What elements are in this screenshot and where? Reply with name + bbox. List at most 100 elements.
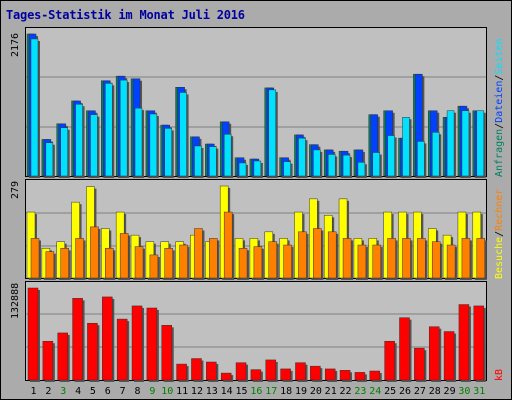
bar-seiten (372, 152, 381, 177)
bar-rechner (298, 231, 307, 279)
bar-kb (161, 325, 172, 381)
bar-rechner (387, 238, 396, 279)
bar-seiten (253, 160, 262, 177)
bar-rechner (134, 246, 144, 279)
bar-rechner (75, 238, 84, 279)
bar-kb (206, 361, 217, 381)
x-tick-label: 2 (45, 386, 51, 397)
x-tick-label: 29 (444, 386, 456, 397)
bar-kb (102, 296, 113, 381)
bar-seiten (134, 107, 143, 177)
bar-kb (384, 340, 395, 381)
bar-seiten (60, 127, 68, 177)
bar-rechner (209, 238, 218, 279)
bar-kb (42, 340, 54, 381)
x-tick-label: 22 (340, 386, 352, 397)
x-tick-label: 23 (354, 386, 366, 397)
bar-kb (369, 370, 381, 381)
bar-seiten (298, 137, 306, 177)
x-tick-label: 24 (369, 386, 381, 397)
bar-rechner (119, 233, 129, 279)
bar-seiten (179, 92, 187, 177)
bar-seiten (431, 132, 440, 177)
x-tick-label: 5 (90, 386, 96, 397)
bar-seiten (194, 145, 202, 177)
bar-kb (428, 326, 440, 381)
x-tick-label: 14 (221, 386, 233, 397)
bar-rechner (372, 244, 382, 279)
bar-rechner (357, 244, 367, 279)
x-tick-label: 7 (120, 386, 126, 397)
x-tick-label: 8 (135, 386, 141, 397)
x-tick-label: 4 (75, 386, 81, 397)
bar-rechner (313, 228, 322, 279)
bar-kb (339, 370, 351, 381)
bar-kb (354, 372, 366, 381)
x-tick-label: 12 (191, 386, 203, 397)
bar-rechner (60, 248, 69, 279)
bar-seiten (402, 117, 410, 177)
bar-rechner (238, 248, 248, 279)
bar-seiten (90, 114, 98, 177)
bar-rechner (417, 238, 426, 279)
bar-seiten (164, 128, 172, 177)
bar-seiten (149, 113, 158, 177)
x-tick-label: 31 (473, 386, 485, 397)
bar-seiten (283, 161, 291, 177)
bar-rechner (223, 211, 233, 279)
bar-seiten (75, 103, 83, 177)
bar-rechner (164, 248, 173, 279)
bar-kb (57, 332, 68, 381)
x-tick-label: 25 (384, 386, 396, 397)
bar-kb (399, 317, 410, 381)
bar-kb (146, 307, 158, 381)
bar-rechner (431, 241, 441, 279)
bar-seiten (105, 83, 113, 177)
bar-seiten (223, 133, 232, 177)
bar-seiten (446, 110, 455, 177)
x-tick-label: 30 (458, 386, 470, 397)
bar-kb (473, 305, 485, 381)
bar-kb (295, 362, 306, 381)
bar-rechner (283, 244, 292, 279)
bar-kb (280, 368, 291, 381)
x-tick-label: 27 (414, 386, 426, 397)
bar-kb (458, 304, 470, 381)
bar-rechner (194, 228, 203, 279)
x-tick-label: 16 (250, 386, 262, 397)
x-tick-label: 18 (280, 386, 292, 397)
x-tick-label: 26 (399, 386, 411, 397)
x-tick-label: 13 (206, 386, 218, 397)
bar-rechner (90, 226, 99, 279)
bar-kb (116, 318, 128, 381)
x-tick-label: 1 (30, 386, 36, 397)
bar-seiten (387, 135, 395, 177)
bar-rechner (402, 238, 411, 279)
bar-kb (27, 287, 39, 381)
x-tick-label: 6 (105, 386, 111, 397)
bar-kb (265, 359, 277, 381)
x-tick-label: 21 (325, 386, 337, 397)
bar-kb (131, 305, 143, 381)
x-tick-label: 15 (236, 386, 248, 397)
bar-seiten (313, 149, 321, 177)
bar-kb (414, 347, 425, 381)
bar-seiten (327, 154, 336, 177)
x-tick-label: 3 (60, 386, 66, 397)
bar-rechner (179, 244, 188, 279)
bar-seiten (357, 162, 366, 177)
bar-kb (324, 368, 336, 381)
bar-seiten (268, 89, 277, 177)
x-tick-label: 17 (265, 386, 277, 397)
bar-seiten (342, 154, 351, 177)
bar-rechner (30, 238, 40, 279)
bar-seiten (461, 110, 470, 177)
bar-kb (87, 322, 98, 381)
x-tick-label: 9 (149, 386, 155, 397)
bar-seiten (238, 162, 247, 177)
bar-kb (72, 298, 83, 381)
bar-seiten (209, 146, 217, 177)
bar-rechner (342, 238, 352, 279)
